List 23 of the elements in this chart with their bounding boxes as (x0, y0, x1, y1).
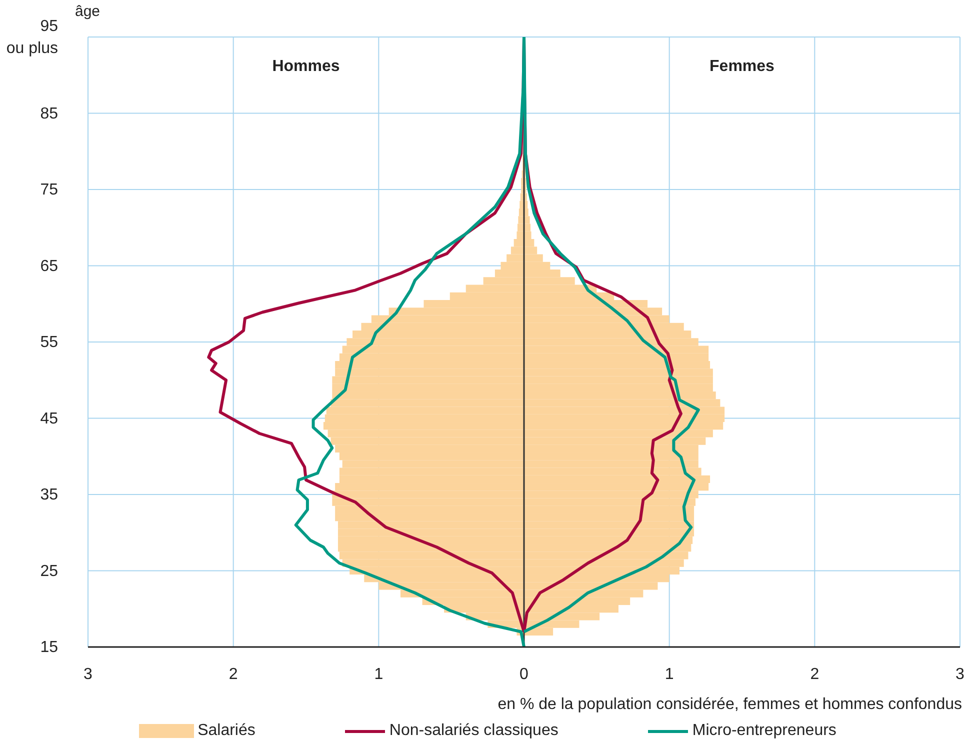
legend-label: Micro-entrepreneurs (691, 722, 836, 740)
y-tick-label: 25 (40, 562, 58, 580)
annotation: Hommes (271, 58, 341, 76)
y-tick-label: 15 (40, 639, 58, 656)
y-tick-label: 35 (40, 486, 58, 504)
y-tick-label: 95 ou plus (6, 18, 58, 58)
x-tick-label: 2 (810, 666, 820, 683)
x-tick-label: 3 (956, 666, 965, 683)
y-tick-label: 75 (40, 182, 58, 198)
y-tick-label: 65 (40, 258, 58, 275)
x-axis-title: en % de la population considérée, femmes et hommes confondus (498, 696, 962, 714)
x-tick-label: 1 (374, 666, 384, 683)
legend-label: Salariés (196, 722, 256, 740)
y-tick-label: 45 (40, 410, 58, 428)
x-tick-label: 1 (664, 666, 674, 683)
x-tick-label: 3 (84, 666, 93, 683)
legend-label: Non-salariés classiques (388, 722, 558, 740)
y-axis-title: âge (75, 3, 100, 20)
y-tick-label: 85 (40, 105, 58, 122)
annotation: Femmes (708, 58, 776, 76)
y-tick-label: 55 (40, 334, 58, 351)
x-tick-label: 2 (228, 666, 238, 683)
x-tick-label: 0 (520, 666, 529, 683)
